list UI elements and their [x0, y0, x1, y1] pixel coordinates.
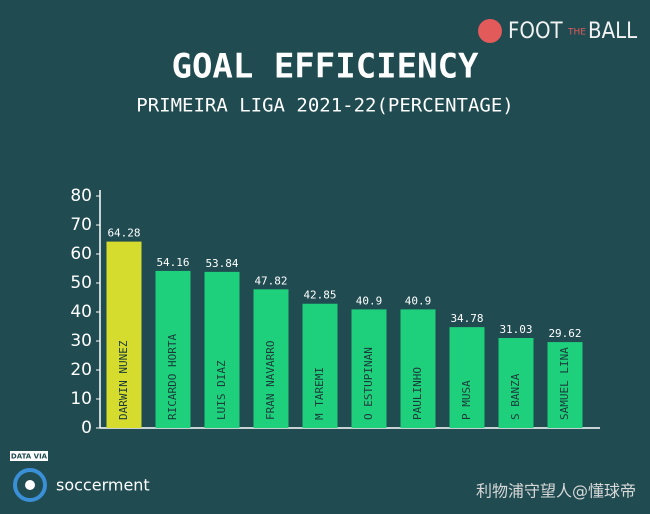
source-icon: [13, 468, 47, 502]
logo-text: FOOT: [508, 19, 564, 44]
value-label: 40.9: [356, 294, 383, 307]
category-label: FRAN NAVARRO: [264, 341, 277, 420]
value-label: 47.82: [254, 274, 287, 287]
bar: [155, 270, 191, 428]
chart-title: GOAL EFFICIENCY: [171, 47, 479, 87]
category-label: O ESTUPINAN: [362, 347, 375, 420]
y-tick-label: 80: [70, 186, 92, 206]
value-label: 54.16: [156, 256, 189, 269]
category-label: DARWIN NUNEZ: [117, 340, 130, 420]
y-tick-label: 20: [70, 360, 92, 380]
bar: [204, 271, 240, 428]
source-badge: [10, 451, 48, 461]
source-name: soccerment: [56, 476, 150, 495]
category-label: SAMUEL LINA: [558, 347, 571, 420]
source-prefix: DATA VIA: [11, 453, 48, 461]
category-label: P MUSA: [460, 380, 473, 420]
y-tick-label: 60: [70, 244, 92, 264]
value-label: 34.78: [450, 312, 483, 325]
value-label: 64.28: [107, 227, 140, 240]
logo-ball: [478, 19, 502, 43]
bar: [302, 303, 338, 428]
y-tick-label: 50: [70, 273, 92, 293]
value-label: 40.9: [405, 294, 432, 307]
bar: [400, 309, 436, 428]
value-label: 29.62: [548, 327, 581, 340]
y-tick-label: 30: [70, 331, 92, 351]
category-label: RICARDO HORTA: [166, 334, 179, 420]
y-tick-label: 10: [70, 389, 92, 409]
chart-subtitle: PRIMEIRA LIGA 2021-22(PERCENTAGE): [136, 95, 514, 117]
watermark: 利物浦守望人@懂球帝: [476, 482, 636, 501]
category-label: PAULINHO: [411, 367, 424, 420]
bar: [351, 309, 387, 428]
value-label: 53.84: [205, 257, 238, 270]
value-label: 42.85: [303, 289, 336, 302]
bar: [253, 289, 289, 428]
category-label: S BANZA: [509, 373, 522, 420]
source-icon: [25, 480, 35, 490]
bar: [547, 342, 583, 428]
y-tick-label: 0: [81, 418, 92, 438]
logo-text: THE: [567, 28, 586, 38]
y-tick-label: 70: [70, 215, 92, 235]
bar: [106, 241, 142, 428]
bar: [498, 338, 534, 428]
category-label: LUIS DIAZ: [215, 360, 228, 420]
y-tick-label: 40: [70, 302, 92, 322]
logo-text: BALL: [588, 19, 637, 44]
bar: [449, 327, 485, 428]
category-label: M TAREMI: [313, 367, 326, 420]
value-label: 31.03: [499, 323, 532, 336]
